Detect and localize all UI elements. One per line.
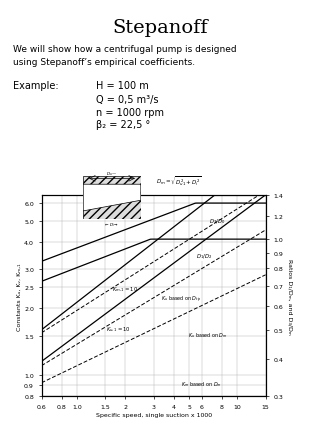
X-axis label: Specific speed, single suction x 1000: Specific speed, single suction x 1000 [96, 412, 212, 417]
Text: $D_3/D_0$: $D_3/D_0$ [209, 216, 226, 225]
Text: H = 100 m: H = 100 m [96, 81, 149, 91]
Text: $K_u$ based on $D_m$: $K_u$ based on $D_m$ [188, 331, 227, 340]
Polygon shape [83, 185, 141, 211]
Text: $D_u$—: $D_u$— [107, 170, 117, 178]
Polygon shape [83, 177, 141, 219]
Text: We will show how a centrifugal pump is designed: We will show how a centrifugal pump is d… [13, 45, 236, 54]
Text: $K_m$ based on $D_m$: $K_m$ based on $D_m$ [181, 379, 222, 388]
Y-axis label: Constants Kᵤ, Kᵥ, Kₘ,₁: Constants Kᵤ, Kᵥ, Kₘ,₁ [16, 262, 21, 330]
Text: $D_m = \sqrt{D_{u1}^2 + D_i^2}$: $D_m = \sqrt{D_{u1}^2 + D_i^2}$ [156, 174, 202, 188]
Text: Q = 0,5 m³/s: Q = 0,5 m³/s [96, 95, 158, 104]
Text: $K_u$ based on $D_{tip}$: $K_u$ based on $D_{tip}$ [161, 294, 202, 304]
Text: $K_{m,1}= 10$: $K_{m,1}= 10$ [112, 285, 139, 293]
Text: $K_{u,1}= 10$: $K_{u,1}= 10$ [106, 325, 131, 333]
Text: Stepanoff: Stepanoff [112, 19, 208, 37]
Text: using Stepanoff’s empirical coefficients.: using Stepanoff’s empirical coefficients… [13, 58, 195, 66]
Text: Example:: Example: [13, 81, 59, 91]
Y-axis label: Ratios D₁/Dₘ, and D₃/Dₘ: Ratios D₁/Dₘ, and D₃/Dₘ [287, 258, 292, 334]
Text: $D_1/D_2$: $D_1/D_2$ [196, 252, 212, 260]
Text: n = 1000 rpm: n = 1000 rpm [96, 107, 164, 117]
Text: $\leftarrow D_i \rightarrow$: $\leftarrow D_i \rightarrow$ [104, 221, 120, 229]
Text: β₂ = 22,5 °: β₂ = 22,5 ° [96, 120, 150, 130]
